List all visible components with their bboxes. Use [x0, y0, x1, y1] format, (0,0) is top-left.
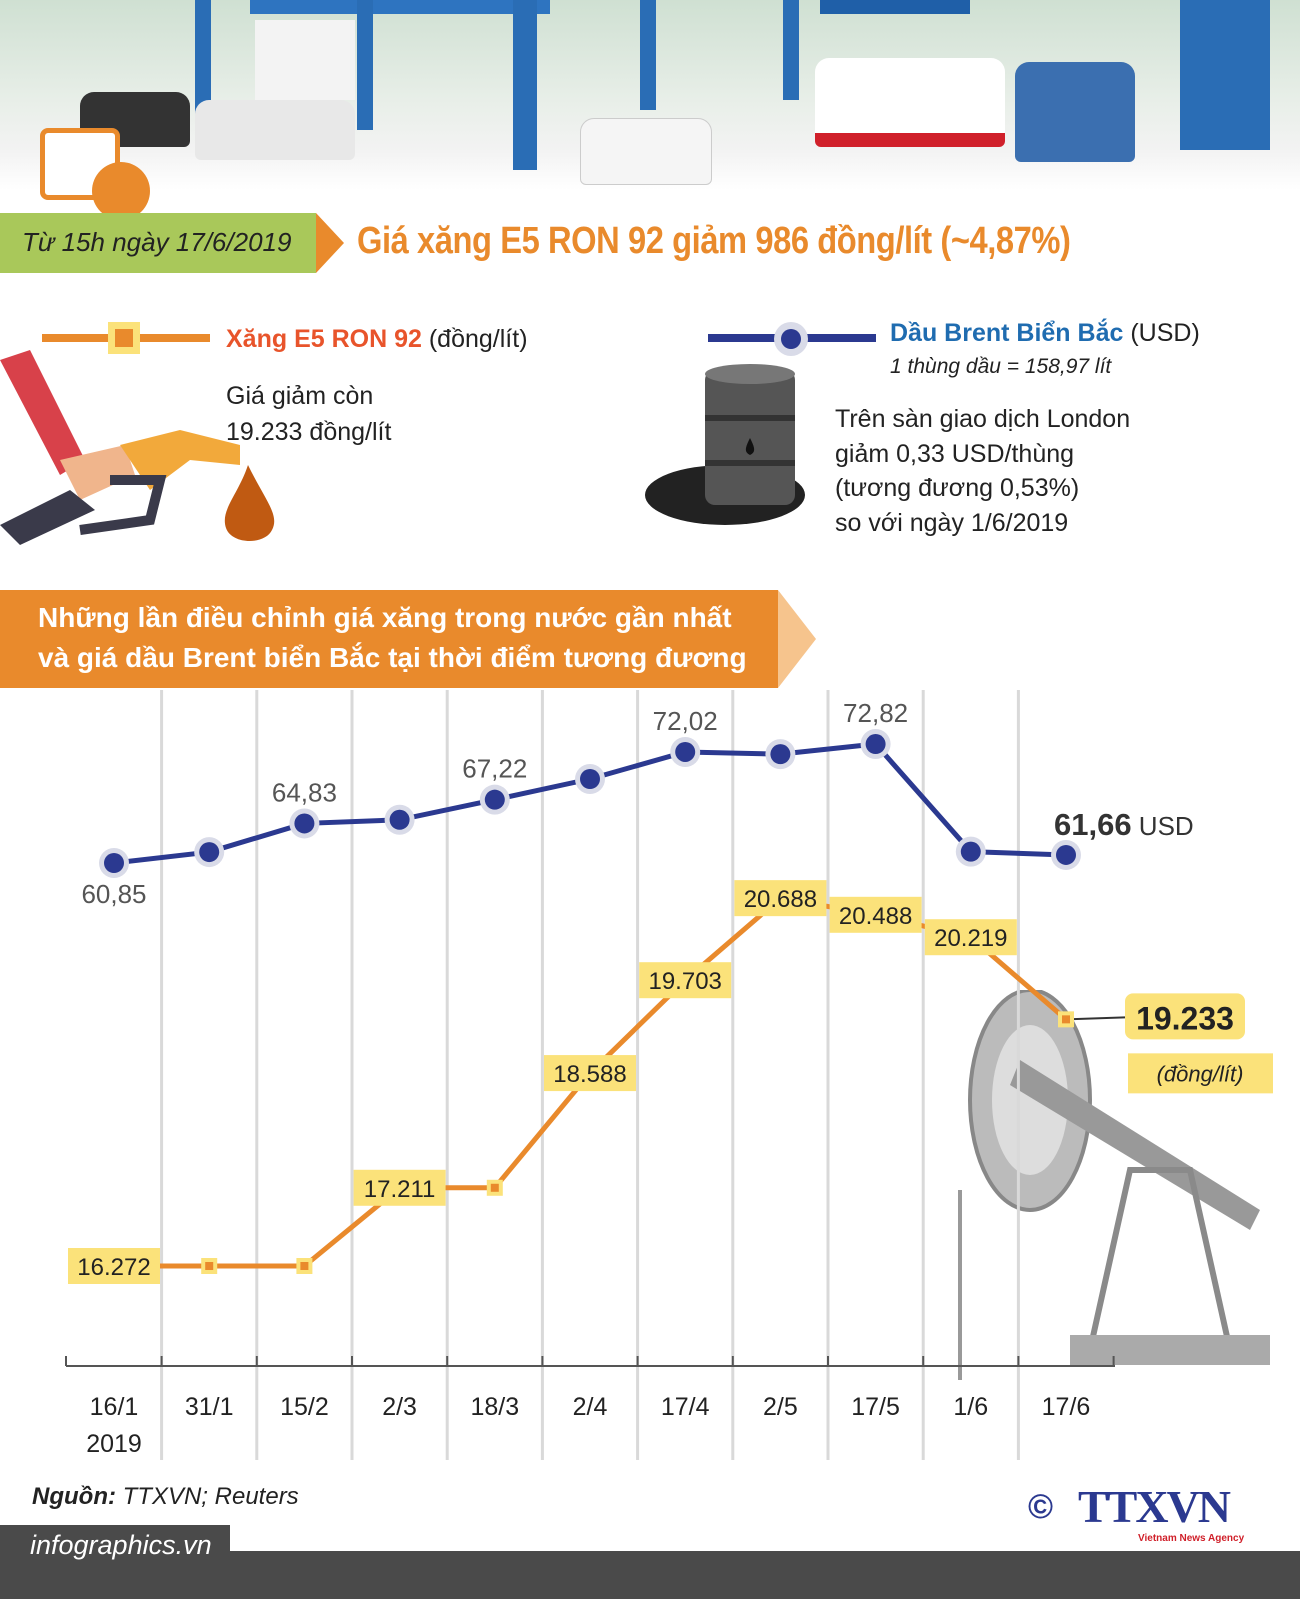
ttxvn-logo-sub: Vietnam News Agency [1138, 1533, 1245, 1544]
brent-note: giảm 0,33 USD/thùng [835, 439, 1075, 468]
gasoline-label-box [639, 962, 732, 999]
oil-barrel-icon [645, 364, 805, 525]
copyright-icon: © [1028, 1488, 1054, 1526]
calendar-clock-icon [40, 128, 120, 200]
brent-note: Trên sàn giao dịch London [835, 405, 1131, 433]
brent-point [865, 734, 886, 755]
section-banner-tip [778, 590, 816, 688]
gasoline-label-box [68, 1248, 160, 1284]
gasoline-legend-unit: (đồng/lít) [428, 325, 528, 353]
gasoline-unit-box [1128, 1053, 1273, 1094]
brent-point [960, 841, 981, 862]
gasoline-data-label: 16.272 [77, 1254, 150, 1281]
gasoline-point-core [1062, 1015, 1070, 1024]
source-note: Nguồn: TTXVN; Reuters [32, 1483, 299, 1511]
brent-point [770, 744, 791, 765]
x-tick-label: 17/6 [1042, 1393, 1091, 1421]
gas-station-photo [0, 0, 1300, 190]
brent-point [389, 809, 410, 830]
gasoline-data-label: 20.488 [839, 903, 912, 930]
brent-point [199, 842, 220, 863]
x-tick-label: 2/4 [573, 1393, 608, 1421]
x-tick-label: 18/3 [470, 1393, 519, 1421]
gasoline-last-label: 19.233 [1136, 1000, 1234, 1036]
brent-data-label: 72,82 [843, 698, 908, 728]
gasoline-label-box [734, 880, 827, 917]
oil-pumpjack-illustration [958, 990, 1270, 1380]
site-name: infographics.vn [30, 1530, 212, 1560]
clock-icon [92, 162, 150, 220]
barrel-conversion: 1 thùng dầu = 158,97 lít [890, 355, 1112, 378]
date-badge [0, 213, 316, 273]
x-tick-label: 15/2 [280, 1393, 329, 1421]
x-tick-label: 16/1 [90, 1393, 139, 1421]
x-year-label: 2019 [86, 1430, 142, 1458]
date-badge-text: Từ 15h ngày 17/6/2019 [22, 227, 292, 257]
gasoline-data-label: 18.588 [553, 1061, 626, 1088]
footer-bar [0, 1551, 1300, 1599]
fuel-nozzle-icon [0, 350, 275, 545]
gasoline-data-label: 20.688 [744, 886, 817, 913]
gasoline-point-core [490, 1183, 499, 1192]
headline: Giá xăng E5 RON 92 giảm 986 đồng/lít (~4… [357, 220, 1071, 262]
x-tick-label: 2/3 [382, 1393, 417, 1421]
gasoline-data-label: 20.219 [934, 925, 1007, 952]
gasoline-data-label: 19.703 [648, 968, 721, 995]
brent-data-label: 64,83 [272, 777, 337, 807]
gasoline-legend-marker [108, 322, 140, 354]
source-value: TTXVN; Reuters [122, 1483, 299, 1510]
brent-point [675, 741, 696, 762]
gasoline-label-box [924, 919, 1017, 956]
x-tick-label: 1/6 [953, 1393, 988, 1421]
footer-tab [0, 1525, 230, 1551]
brent-legend-name: Dầu Brent Biển Bắc [890, 319, 1124, 347]
station-roof [250, 0, 550, 14]
arrow-right-icon [316, 213, 344, 273]
brent-legend-unit: (USD) [1130, 319, 1200, 347]
gasoline-note: Giá giảm còn [226, 382, 374, 410]
gasoline-point-core [205, 1262, 214, 1270]
x-tick-label: 17/5 [851, 1393, 900, 1421]
gasoline-unit-label: (đồng/lít) [1157, 1061, 1244, 1086]
brent-note: (tương đương 0,53%) [835, 474, 1080, 502]
brent-data-label: 67,22 [462, 754, 527, 784]
brent-point [294, 813, 315, 834]
brent-legend-marker [774, 322, 808, 356]
gasoline-legend-name: Xăng E5 RON 92 [226, 325, 422, 353]
section-banner [0, 590, 778, 688]
section-title-line: Những lần điều chỉnh giá xăng trong nước… [38, 602, 732, 633]
section-title: Những lần điều chỉnh giá xăng trong nước… [38, 598, 747, 678]
brent-point [1056, 844, 1076, 865]
station-roof [820, 0, 970, 14]
gasoline-point-core [300, 1262, 309, 1270]
brent-note: so với ngày 1/6/2019 [835, 508, 1069, 537]
price-chart: 16/1 31/1 15/2 2/3 18/3 2/4 17/4 2/5 17/5 1/6 17/6… [65, 690, 1273, 1460]
gasoline-label-box [544, 1055, 636, 1092]
brent-point [580, 769, 600, 790]
x-tick-label: 31/1 [185, 1393, 234, 1421]
section-title-line: và giá dầu Brent biển Bắc tại thời điểm … [38, 642, 747, 673]
gasoline-data-label: 17.211 [364, 1176, 436, 1203]
gasoline-last-label-box [1125, 993, 1245, 1040]
x-tick-label: 2/5 [763, 1393, 798, 1421]
gasoline-last-leader [1065, 1016, 1126, 1021]
gasoline-note: 19.233 đồng/lít [226, 418, 392, 446]
brent-point [484, 789, 505, 810]
brent-data-label: 72,02 [653, 706, 718, 736]
x-tick-label: 17/4 [661, 1393, 710, 1421]
brent-point [104, 853, 124, 873]
gasoline-label-box [829, 896, 922, 933]
source-label: Nguồn: [32, 1483, 116, 1510]
ttxvn-logo: TTXVN [1078, 1481, 1231, 1532]
gasoline-label-box [353, 1169, 446, 1206]
brent-last-label: 61,66 USD [1054, 807, 1194, 842]
brent-data-label: 60,85 [81, 879, 146, 909]
